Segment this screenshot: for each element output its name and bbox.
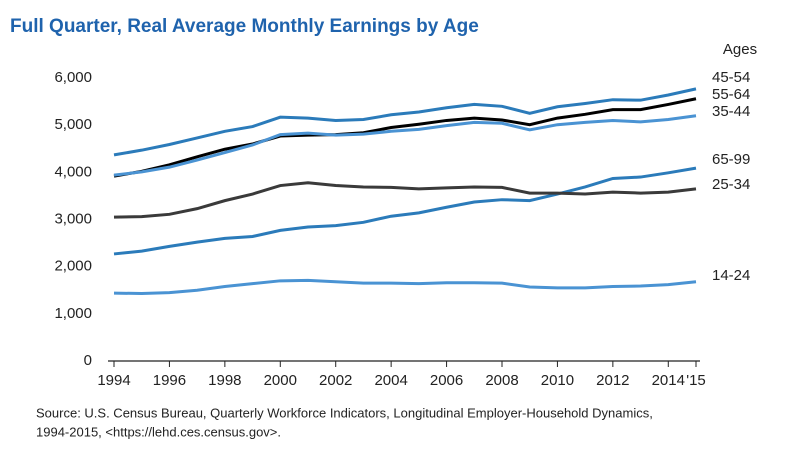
legend-title: Ages [723,41,757,58]
series-label: 35-44 [712,103,750,120]
source: 1994-2015, <https://lehd.ces.census.gov>… [36,424,281,439]
series-label: 45-54 [712,69,750,86]
y-tick-label: 1,000 [54,305,92,322]
x-tick-label: 1996 [153,372,186,389]
x-tick-label: 2000 [264,372,297,389]
x-tick-label: 2002 [319,372,352,389]
x-tick-label: 2012 [596,372,629,389]
series-line [113,87,697,157]
x-tick-label: 2010 [541,372,574,389]
y-tick-label: 4,000 [54,163,92,180]
series-line [113,166,697,256]
series-label: 14-24 [712,267,750,284]
x-tick-label: 2014 [652,372,685,389]
x-tick-label: 1994 [97,372,130,389]
series-line [113,278,697,296]
x-tick-label: 2008 [485,372,518,389]
y-tick-label: 5,000 [54,116,92,133]
series-label: 25-34 [712,176,750,193]
series-line [113,114,697,177]
x-tick-label: 1998 [208,372,241,389]
series-line [113,97,697,178]
series-line [113,181,697,219]
y-tick-label: 3,000 [54,210,92,227]
series-label: 65-99 [712,151,750,168]
y-tick-label: 0 [84,352,92,369]
source: Source: U.S. Census Bureau, Quarterly Wo… [36,405,653,420]
chart-title: Full Quarter, Real Average Monthly Earni… [10,16,479,37]
series-label: 55-64 [712,86,750,103]
x-tick-label: 2004 [374,372,407,389]
x-tick-label: '15 [686,372,706,389]
y-tick-label: 6,000 [54,69,92,86]
x-tick-label: 2006 [430,372,463,389]
y-tick-label: 2,000 [54,258,92,275]
